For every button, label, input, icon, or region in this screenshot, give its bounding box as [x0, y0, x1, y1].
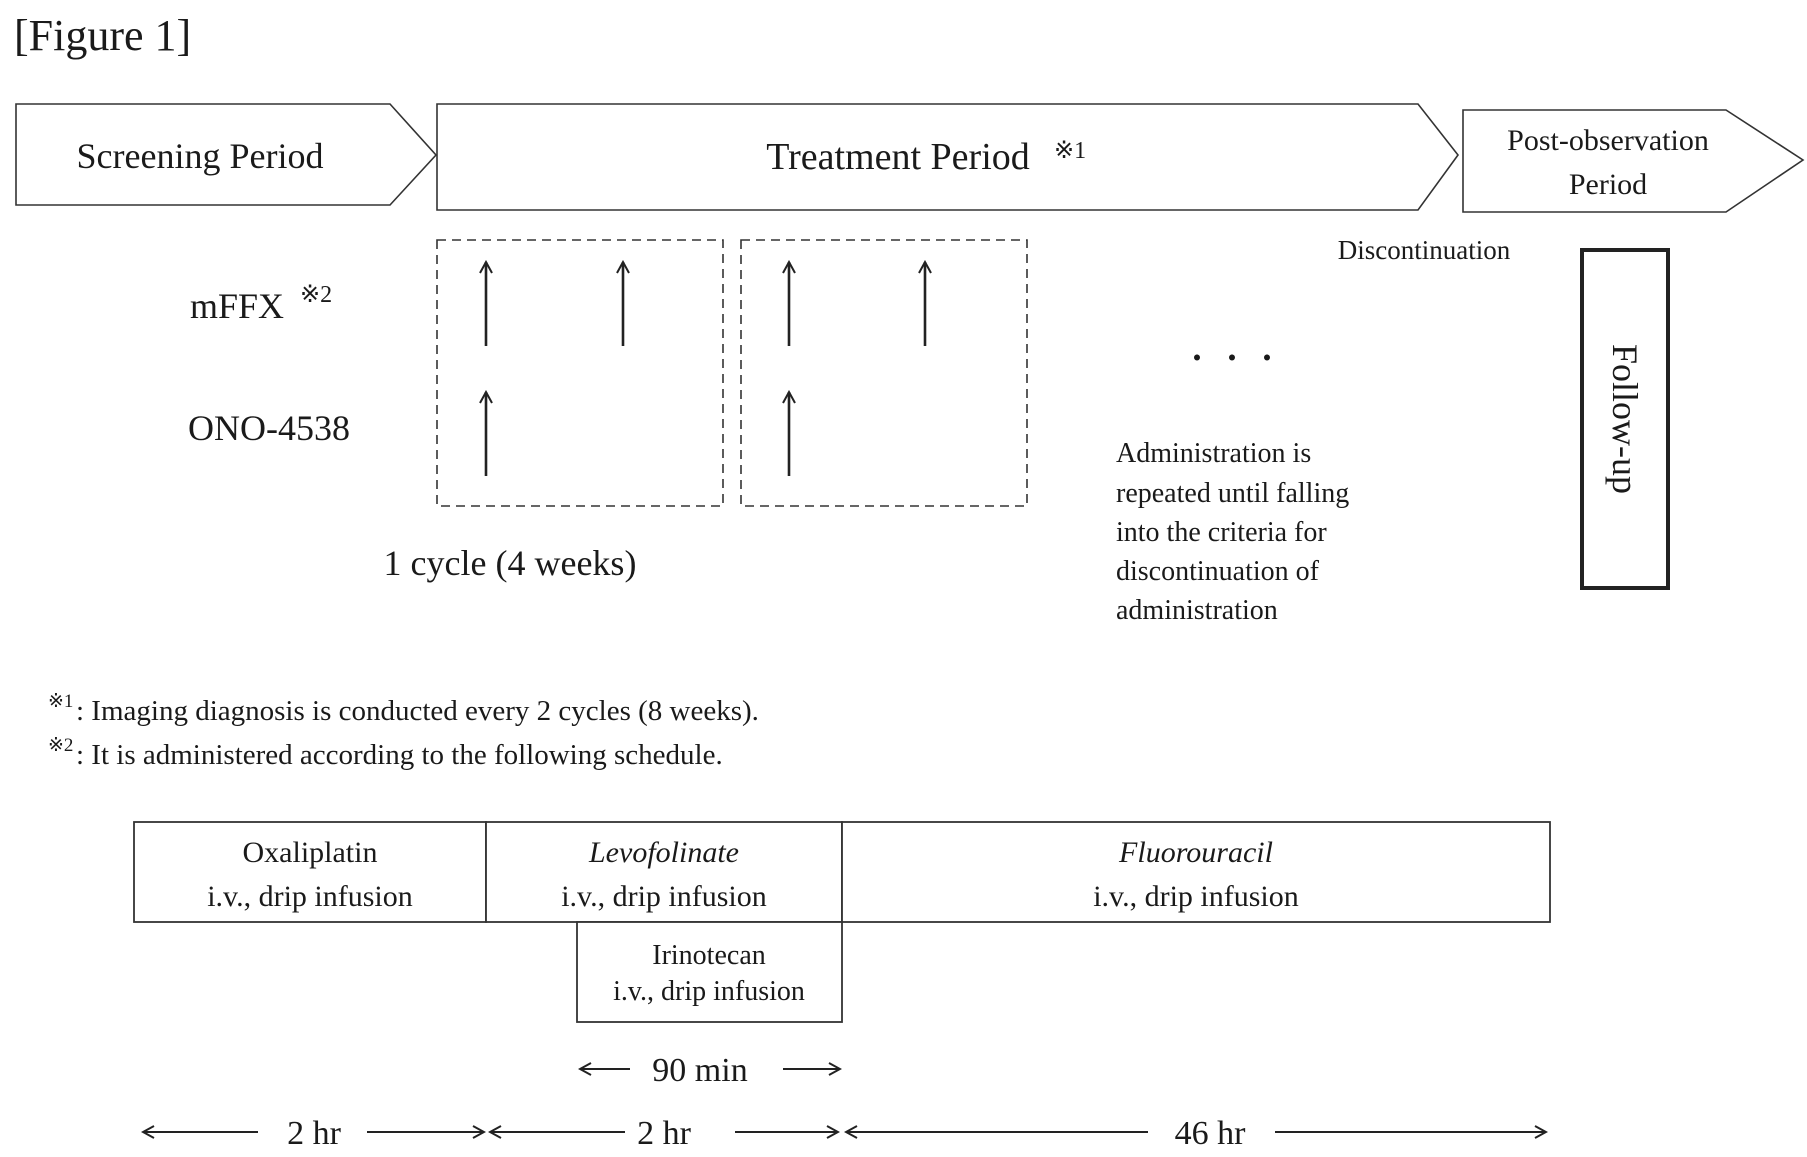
irinotecan-duration-label: 90 min [652, 1052, 747, 1089]
mffx-label: mFFX [190, 286, 284, 326]
cycle-box-2 [741, 240, 1027, 506]
footnote-2-mark: ※2 [48, 735, 73, 756]
post-observation-label-line1: Post-observation [1507, 124, 1709, 157]
administration-note-line1: Administration is [1116, 438, 1311, 469]
follow-up-label: Follow-up [1605, 344, 1645, 494]
oxaliplatin-name: Oxaliplatin [243, 836, 378, 869]
footnote-1-text: : Imaging diagnosis is conducted every 2… [76, 695, 759, 727]
fluorouracil-duration-label: 46 hr [1175, 1115, 1247, 1152]
administration-note-line5: administration [1116, 595, 1278, 626]
administration-note-line2: repeated until falling [1116, 478, 1349, 509]
mffx-note-mark: ※2 [300, 282, 332, 308]
fluorouracil-route: i.v., drip infusion [1093, 880, 1299, 913]
discontinuation-label: Discontinuation [1338, 235, 1511, 265]
administration-note-line3: into the criteria for [1116, 517, 1327, 548]
treatment-note-mark: ※1 [1054, 138, 1086, 164]
screening-period-label: Screening Period [77, 136, 324, 176]
treatment-period-label: Treatment Period [766, 136, 1030, 178]
post-observation-label-line2: Period [1569, 168, 1647, 201]
irinotecan-box [577, 922, 842, 1022]
cycle-box-1 [437, 240, 723, 506]
fluorouracil-name: Fluorouracil [1118, 836, 1273, 869]
cycle-label: 1 cycle (4 weeks) [384, 543, 637, 583]
oxaliplatin-duration-label: 2 hr [287, 1115, 342, 1152]
irinotecan-route: i.v., drip infusion [613, 976, 805, 1007]
administration-note-line4: discontinuation of [1116, 556, 1320, 587]
irinotecan-name: Irinotecan [652, 940, 766, 971]
footnote-1-mark: ※1 [48, 691, 73, 712]
continuation-ellipsis: ・ ・ ・ [1183, 344, 1281, 375]
levofolinate-route: i.v., drip infusion [561, 880, 767, 913]
oxaliplatin-route: i.v., drip infusion [207, 880, 413, 913]
levofolinate-name: Levofolinate [588, 836, 739, 869]
figure-label: [Figure 1] [14, 11, 191, 60]
footnote-2-text: : It is administered according to the fo… [76, 739, 723, 771]
levofolinate-duration-label: 2 hr [637, 1115, 692, 1152]
ono-4538-label: ONO-4538 [188, 408, 350, 448]
